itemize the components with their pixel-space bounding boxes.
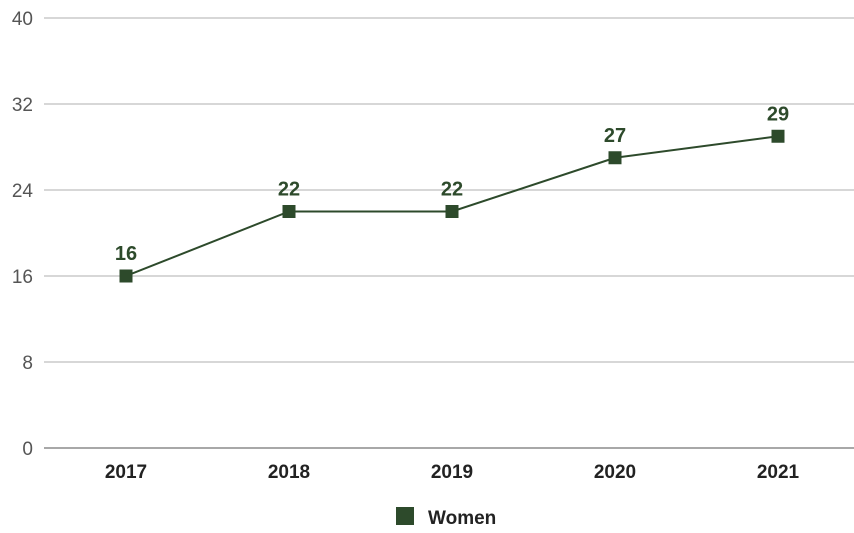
data-label: 29 <box>767 103 789 125</box>
data-point-marker <box>119 269 133 283</box>
data-label: 16 <box>115 243 137 265</box>
data-label: 22 <box>278 179 300 201</box>
x-tick-label: 2021 <box>757 462 800 483</box>
x-tick-label: 2017 <box>105 462 147 483</box>
y-tick-label: 32 <box>12 95 33 116</box>
legend-swatch-women <box>396 507 414 525</box>
series-women: 16 22 22 27 29 <box>115 103 789 283</box>
x-axis-ticks: 2017 2018 2019 2020 2021 <box>105 462 800 483</box>
data-point-marker <box>608 151 622 165</box>
grid-lines <box>44 17 854 449</box>
data-label: 27 <box>604 125 626 147</box>
data-label: 22 <box>441 179 463 201</box>
data-point-marker <box>282 205 296 218</box>
y-tick-label: 0 <box>22 439 33 460</box>
data-point-marker <box>771 129 785 143</box>
y-tick-label: 40 <box>12 9 33 30</box>
legend-label-women: Women <box>428 508 496 529</box>
x-tick-label: 2018 <box>268 462 310 483</box>
x-tick-label: 2020 <box>594 462 636 483</box>
y-tick-label: 24 <box>12 181 34 202</box>
data-point-marker <box>445 205 459 218</box>
y-axis-ticks: 0 8 16 24 32 40 <box>12 9 34 460</box>
y-tick-label: 16 <box>12 267 33 288</box>
y-tick-label: 8 <box>22 353 33 374</box>
legend: Women <box>396 507 496 529</box>
x-tick-label: 2019 <box>431 462 473 483</box>
